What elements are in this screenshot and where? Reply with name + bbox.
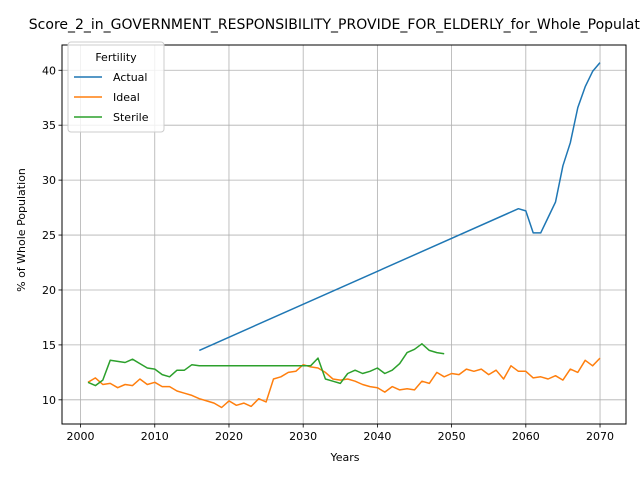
x-tick-label: 2050	[438, 430, 466, 443]
x-axis-label: Years	[329, 451, 359, 464]
x-tick-label: 2060	[512, 430, 540, 443]
y-tick-label: 10	[42, 394, 56, 407]
x-tick-label: 2020	[215, 430, 243, 443]
x-tick-label: 2010	[141, 430, 169, 443]
legend: Fertility Actual Ideal Sterile	[67, 41, 165, 133]
y-axis-label: % of Whole Population	[15, 168, 28, 292]
plot-area-frame	[61, 44, 627, 425]
grid-lines	[62, 45, 626, 424]
series-line-sterile	[87, 343, 445, 387]
series-line-actual	[198, 62, 601, 352]
x-tick-label: 2000	[67, 430, 95, 443]
y-tick-label: 25	[42, 229, 56, 242]
legend-frame	[67, 41, 165, 133]
y-tick-label: 30	[42, 174, 56, 187]
chart-title: Score_2_in_GOVERNMENT_RESPONSIBILITY_PRO…	[29, 17, 640, 33]
x-tick-label: 2030	[289, 430, 317, 443]
y-tick-label: 40	[42, 64, 56, 77]
x-tick-label: 2070	[586, 430, 614, 443]
legend-label-actual: Actual	[113, 71, 147, 84]
axis-ticks: 2000 2010 2020 2030 2040 2050 2060 2070 10 15 20 25…	[42, 64, 614, 443]
x-tick-label: 2040	[363, 430, 391, 443]
series-lines	[87, 62, 601, 409]
legend-label-ideal: Ideal	[113, 91, 140, 104]
y-tick-label: 20	[42, 284, 56, 297]
y-tick-label: 15	[42, 339, 56, 352]
legend-entries: Actual Ideal Sterile	[74, 71, 149, 124]
legend-title: Fertility	[95, 51, 137, 64]
y-tick-label: 35	[42, 119, 56, 132]
legend-label-sterile: Sterile	[113, 111, 149, 124]
